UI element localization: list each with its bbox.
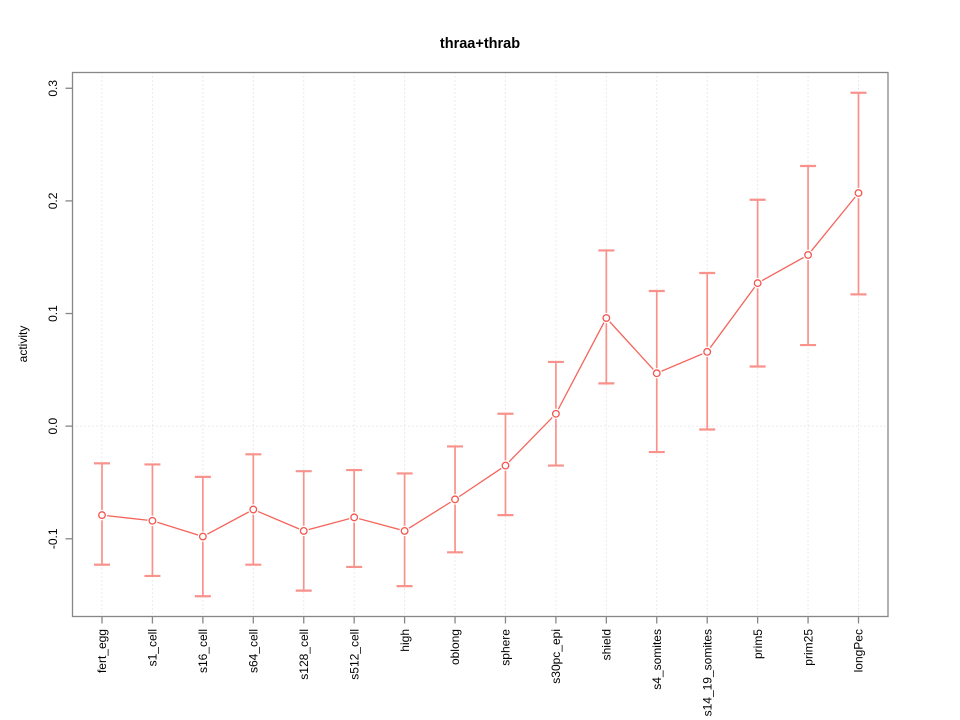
data-point-marker (551, 409, 560, 418)
plot-border (71, 71, 889, 618)
data-point-marker (602, 314, 611, 322)
data-point-marker (501, 461, 510, 470)
data-point-marker (198, 532, 207, 541)
y-tick-label: 0.2 (46, 192, 60, 209)
y-axis-label: activity (16, 325, 30, 363)
data-point-marker (753, 279, 762, 288)
data-point-marker (249, 505, 258, 514)
x-tick-label: s4_somites (650, 629, 664, 690)
chart-title: thraa+thrab (439, 36, 521, 52)
x-tick-label: s14_19_somites (700, 629, 714, 716)
x-tick-label: s16_cell (196, 629, 210, 673)
x-tick-label: high (398, 629, 412, 652)
series-line (101, 192, 860, 538)
y-tick-label: 0.0 (46, 417, 60, 434)
x-tick-label: fert_egg (95, 629, 109, 673)
x-tick-label: prim25 (801, 629, 815, 666)
data-point-marker (451, 495, 459, 504)
x-tick-label: prim5 (751, 629, 765, 659)
data-point-marker (299, 526, 308, 535)
x-tick-label: s30pc_epi (549, 629, 563, 684)
x-tick-label: s512_cell (347, 629, 361, 680)
x-tick-label: shield (600, 629, 614, 660)
data-point-marker (148, 516, 157, 525)
data-point-marker (400, 526, 409, 535)
data-point-marker (652, 369, 661, 378)
data-point-marker (854, 189, 863, 197)
data-point-marker (804, 251, 813, 259)
data-point-marker (350, 513, 359, 522)
data-point-marker (703, 347, 712, 356)
x-tick-label: s128_cell (297, 629, 311, 680)
x-tick-label: sphere (499, 629, 513, 666)
data-point-marker (98, 511, 106, 520)
y-tick-label: -0.1 (46, 528, 60, 549)
x-tick-label: oblong (448, 629, 462, 665)
y-tick-label: 0.3 (46, 80, 60, 97)
y-tick-label: 0.1 (46, 305, 60, 322)
x-tick-label: longPec (852, 629, 866, 672)
x-tick-label: s64_cell (247, 629, 261, 673)
x-tick-label: s1_cell (146, 629, 160, 666)
